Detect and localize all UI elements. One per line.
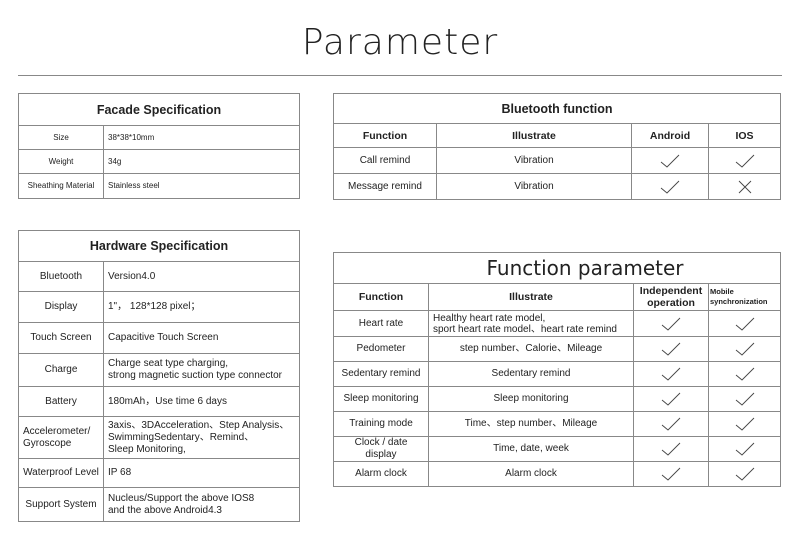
column-header: Function bbox=[333, 123, 437, 148]
spec-value: 38*38*10mm bbox=[103, 125, 300, 150]
spec-label: Accelerometer/ Gyroscope bbox=[18, 416, 104, 459]
check-icon bbox=[633, 386, 709, 412]
function-name: Heart rate bbox=[333, 310, 429, 337]
table-row: Training mode Time、step number、Mileage bbox=[333, 411, 781, 437]
spec-label: Battery bbox=[18, 386, 104, 417]
check-icon bbox=[708, 461, 781, 487]
spec-label: Size bbox=[18, 125, 104, 150]
column-header: Function bbox=[333, 283, 429, 311]
table-row: Bluetooth Version4.0 bbox=[18, 261, 300, 292]
illustrate: step number、Calorie、Mileage bbox=[428, 336, 634, 362]
spec-label: Bluetooth bbox=[18, 261, 104, 292]
function-name: Training mode bbox=[333, 411, 429, 437]
hardware-spec-table: Hardware Specification Bluetooth Version4… bbox=[18, 230, 300, 522]
check-icon bbox=[633, 411, 709, 437]
function-name: Call remind bbox=[333, 147, 437, 174]
spec-value: Nucleus/Support the above IOS8 and the a… bbox=[103, 487, 300, 522]
check-icon bbox=[633, 336, 709, 362]
check-icon bbox=[633, 310, 709, 337]
bluetooth-title: Bluetooth function bbox=[333, 93, 781, 124]
table-row: Touch Screen Capacitive Touch Screen bbox=[18, 322, 300, 354]
facade-title: Facade Specification bbox=[18, 93, 300, 126]
spec-value: Capacitive Touch Screen bbox=[103, 322, 300, 354]
table-row: Clock / date display Time, date, week bbox=[333, 436, 781, 462]
spec-label: Display bbox=[18, 291, 104, 323]
check-icon bbox=[708, 386, 781, 412]
spec-label: Sheathing Material bbox=[18, 173, 104, 199]
table-row: Call remind Vibration bbox=[333, 147, 781, 174]
spec-label: Touch Screen bbox=[18, 322, 104, 354]
function-parameter-table: Function parameter Function Illustrate Ind… bbox=[333, 252, 781, 487]
page-title: Parameter bbox=[301, 22, 499, 63]
check-icon bbox=[708, 147, 781, 174]
illustrate: Sleep monitoring bbox=[428, 386, 634, 412]
table-row: Alarm clock Alarm clock bbox=[333, 461, 781, 487]
spec-value: IP 68 bbox=[103, 458, 300, 488]
function-name: Pedometer bbox=[333, 336, 429, 362]
check-icon bbox=[708, 310, 781, 337]
check-icon bbox=[633, 361, 709, 387]
illustrate: Healthy heart rate model, sport heart ra… bbox=[428, 310, 634, 337]
table-row: Battery 180mAh，Use time 6 days bbox=[18, 386, 300, 417]
check-icon bbox=[631, 173, 709, 200]
facade-spec-table: Facade Specification Size 38*38*10mm Weigh… bbox=[18, 93, 300, 199]
function-name: Sleep monitoring bbox=[333, 386, 429, 412]
function-name: Message remind bbox=[333, 173, 437, 200]
table-row: Weight 34g bbox=[18, 149, 300, 174]
table-row: Message remind Vibration bbox=[333, 173, 781, 200]
spec-label: Weight bbox=[18, 149, 104, 174]
spec-value: 3axis、3DAcceleration、Step Analysis、 Swim… bbox=[103, 416, 300, 459]
spec-label: Waterproof Level bbox=[18, 458, 104, 488]
spec-value: Charge seat type charging, strong magnet… bbox=[103, 353, 300, 387]
illustrate: Vibration bbox=[436, 147, 632, 174]
spec-value: Stainless steel bbox=[103, 173, 300, 199]
column-header: Android bbox=[631, 123, 709, 148]
table-row: Heart rate Healthy heart rate model, spor… bbox=[333, 310, 781, 337]
function-name: Clock / date display bbox=[333, 436, 429, 462]
table-row: Pedometer step number、Calorie、Mileage bbox=[333, 336, 781, 362]
column-header: Independent operation bbox=[633, 283, 709, 311]
illustrate: Alarm clock bbox=[428, 461, 634, 487]
check-icon bbox=[633, 461, 709, 487]
illustrate: Sedentary remind bbox=[428, 361, 634, 387]
cross-icon bbox=[708, 173, 781, 200]
title-divider bbox=[18, 75, 782, 76]
column-header: Illustrate bbox=[428, 283, 634, 311]
column-header: Mobile synchronization bbox=[708, 283, 781, 311]
column-header: IOS bbox=[708, 123, 781, 148]
table-row: Waterproof Level IP 68 bbox=[18, 458, 300, 488]
check-icon bbox=[708, 361, 781, 387]
table-row: Accelerometer/ Gyroscope 3axis、3DAccelera… bbox=[18, 416, 300, 459]
spec-value: 180mAh，Use time 6 days bbox=[103, 386, 300, 417]
table-row: Sedentary remind Sedentary remind bbox=[333, 361, 781, 387]
check-icon bbox=[708, 336, 781, 362]
spec-value: 1"， 128*128 pixel； bbox=[103, 291, 300, 323]
table-row: Sleep monitoring Sleep monitoring bbox=[333, 386, 781, 412]
function-name: Sedentary remind bbox=[333, 361, 429, 387]
spec-value: Version4.0 bbox=[103, 261, 300, 292]
hardware-title: Hardware Specification bbox=[18, 230, 300, 262]
table-row: Sheathing Material Stainless steel bbox=[18, 173, 300, 199]
illustrate: Time、step number、Mileage bbox=[428, 411, 634, 437]
table-row: Size 38*38*10mm bbox=[18, 125, 300, 150]
function-name: Alarm clock bbox=[333, 461, 429, 487]
check-icon bbox=[708, 411, 781, 437]
check-icon bbox=[631, 147, 709, 174]
check-icon bbox=[633, 436, 709, 462]
table-row: Display 1"， 128*128 pixel； bbox=[18, 291, 300, 323]
spec-label: Charge bbox=[18, 353, 104, 387]
function-parameter-title: Function parameter bbox=[333, 252, 781, 284]
table-row: Charge Charge seat type charging, strong … bbox=[18, 353, 300, 387]
column-header: Illustrate bbox=[436, 123, 632, 148]
illustrate: Vibration bbox=[436, 173, 632, 200]
illustrate: Time, date, week bbox=[428, 436, 634, 462]
spec-label: Support System bbox=[18, 487, 104, 522]
table-row: Support System Nucleus/Support the above … bbox=[18, 487, 300, 522]
spec-value: 34g bbox=[103, 149, 300, 174]
bluetooth-function-table: Bluetooth function Function Illustrate And… bbox=[333, 93, 781, 200]
check-icon bbox=[708, 436, 781, 462]
